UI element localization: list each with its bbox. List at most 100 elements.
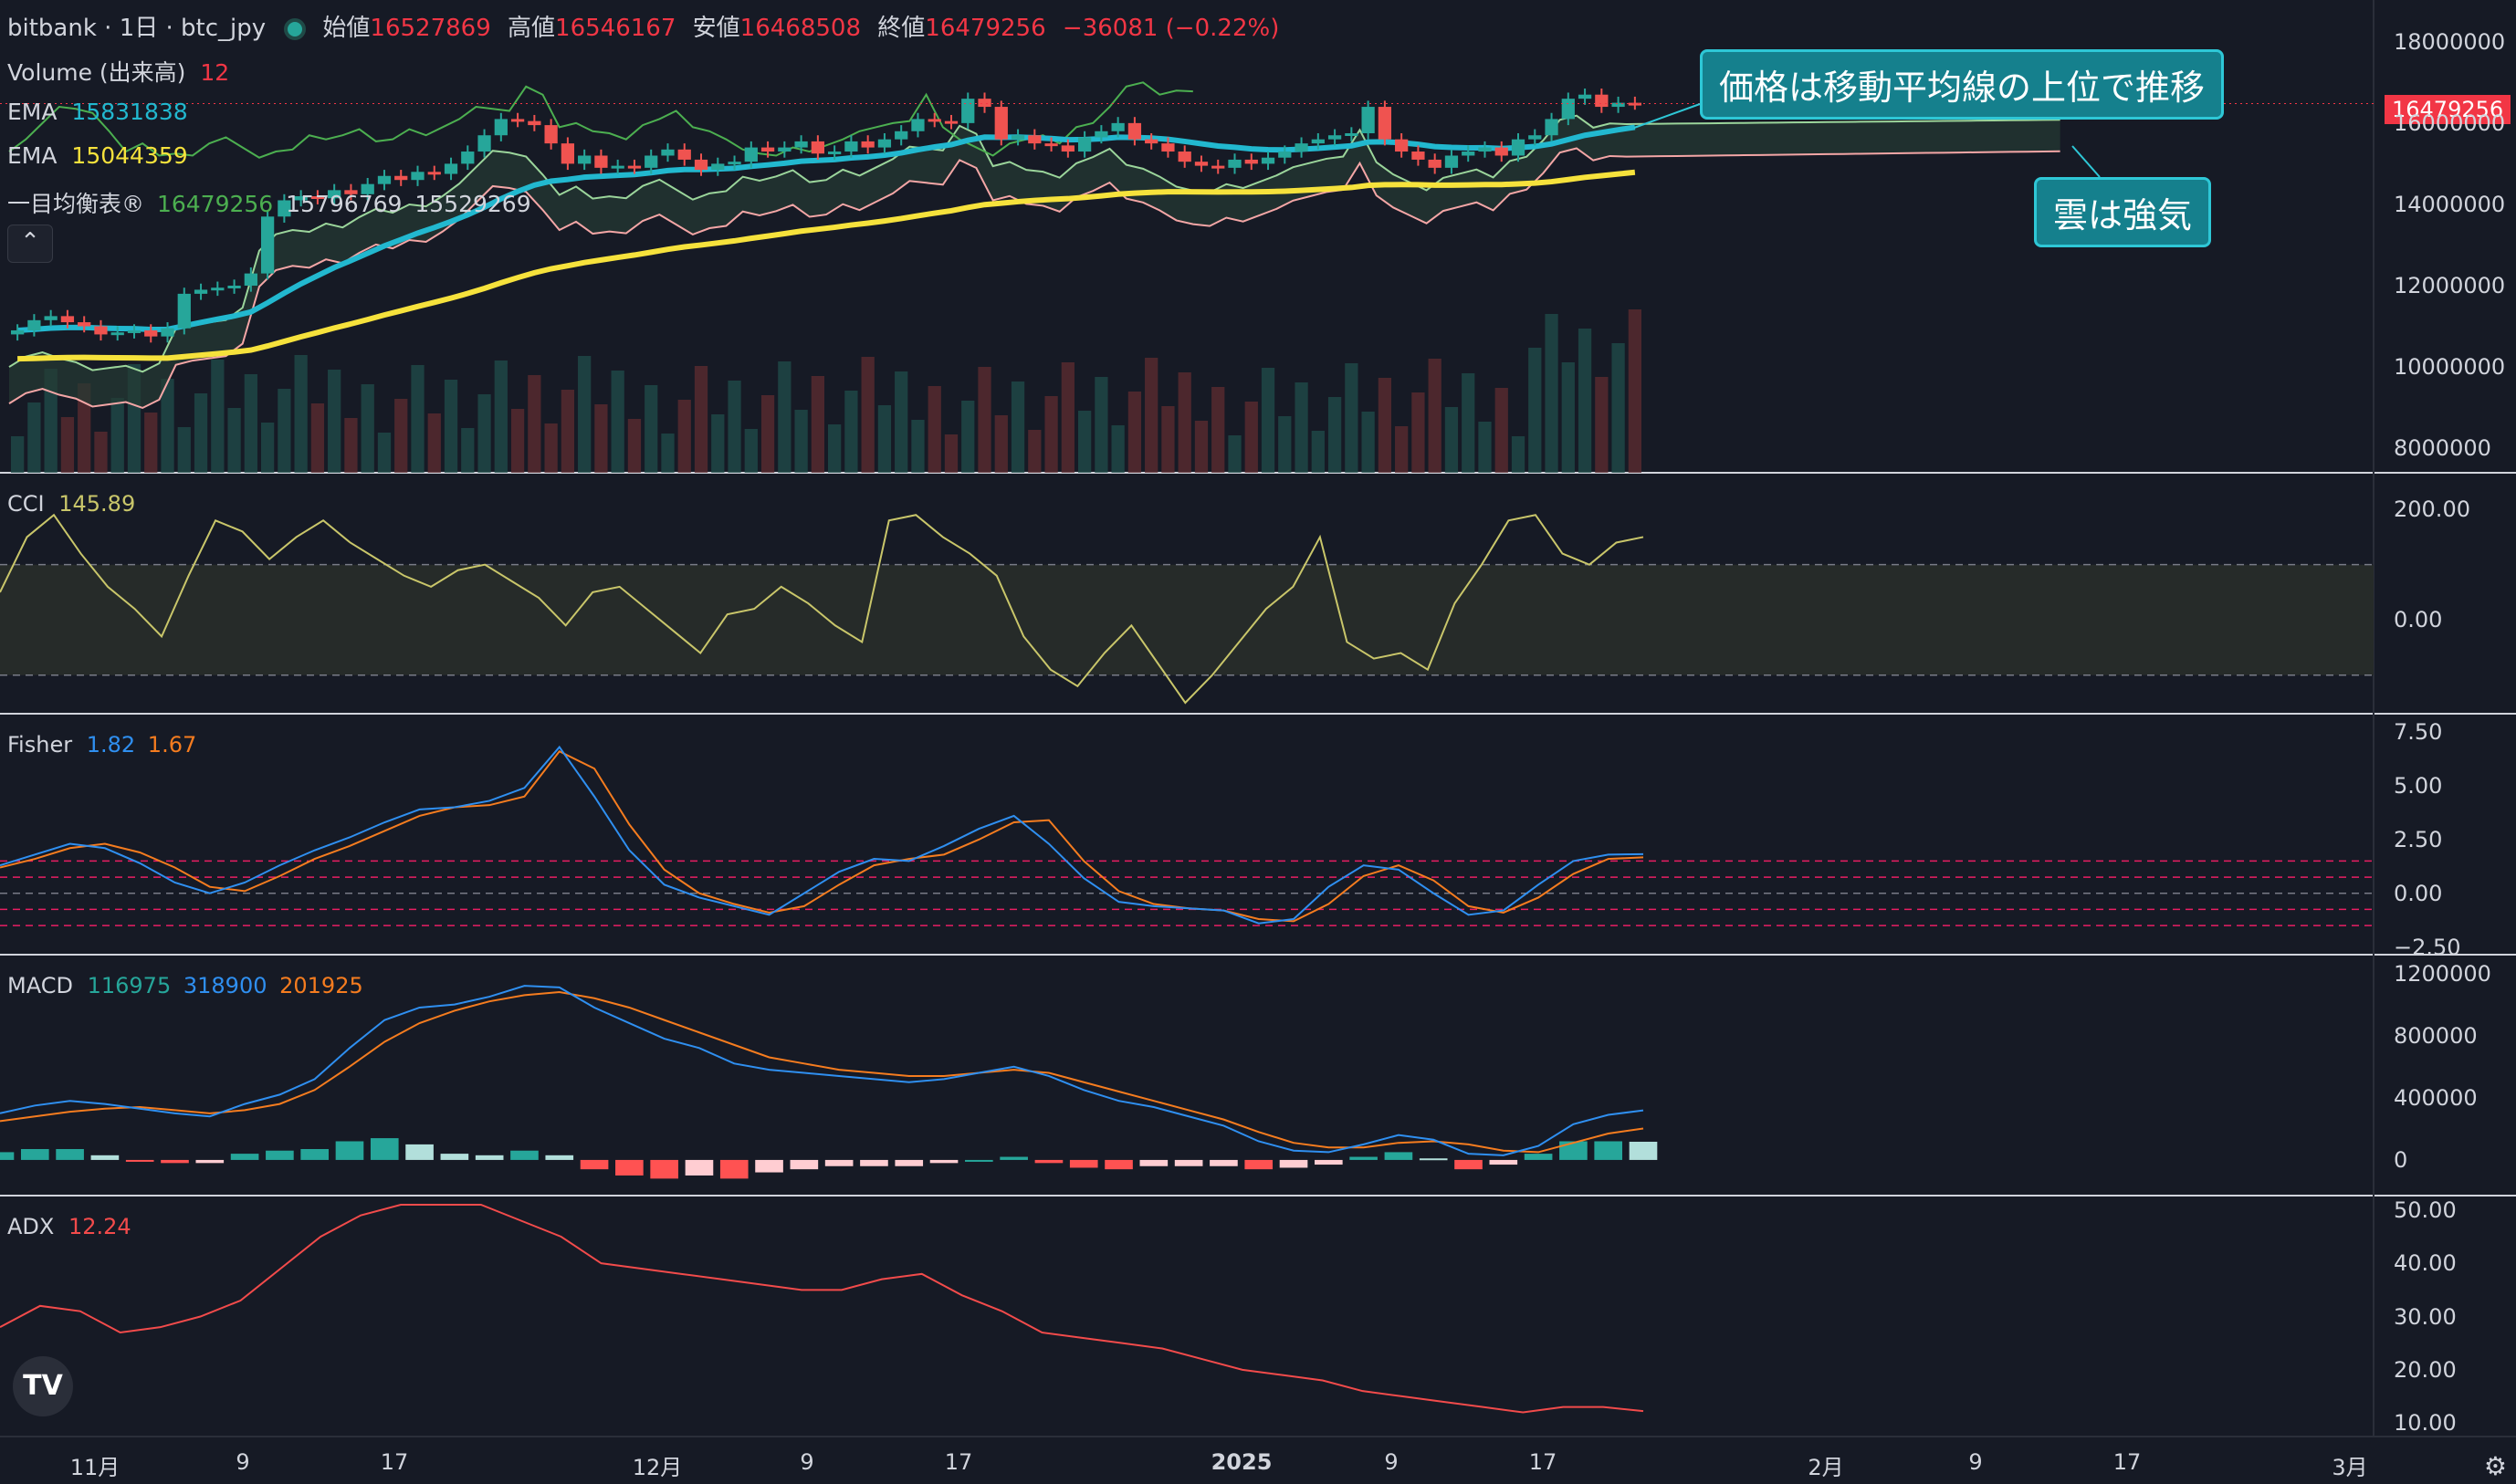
cci-value: 145.89 [58, 491, 136, 517]
candle-body [544, 125, 558, 144]
macd-histogram-bar [335, 1141, 364, 1160]
fisher-trigger-line [0, 750, 1644, 923]
volume-bar [1077, 411, 1092, 473]
macd-histogram-bar [405, 1144, 434, 1160]
legend-ema-fast[interactable]: EMA 15831838 [7, 99, 188, 125]
legend-ichimoku[interactable]: 一目均衡表® 16479256 15796769 15529269 [7, 186, 531, 219]
macd-histogram-bar [929, 1159, 959, 1164]
macd-histogram-bar [650, 1159, 678, 1179]
volume-bar [844, 391, 858, 473]
candle-body [811, 141, 824, 154]
fisher-label: Fisher [7, 732, 73, 758]
volume-bar [944, 434, 959, 473]
time-tick-label: 17 [1528, 1449, 1557, 1475]
collapse-legend-button[interactable]: ⌃ [7, 225, 53, 263]
candle-body [627, 165, 642, 169]
callout-pointer [1633, 103, 1701, 129]
candle-body [877, 139, 892, 148]
volume-bar [1261, 368, 1275, 473]
macd-histogram-bar [1559, 1141, 1588, 1160]
candle-body [1511, 139, 1525, 156]
adx-tick-label: 40.00 [2394, 1250, 2457, 1277]
volume-bar [911, 420, 925, 473]
ema2-value: 15044359 [71, 142, 188, 169]
candle-body [1628, 102, 1641, 106]
volume-bar [427, 413, 441, 473]
volume-bar [611, 371, 624, 473]
volume-bar [928, 386, 941, 473]
candle-body [427, 172, 441, 175]
fisher-v1: 1.82 [86, 732, 136, 758]
macd-v1: 116975 [87, 973, 172, 998]
adx-tick-label: 30.00 [2394, 1303, 2457, 1330]
candle-body [1428, 159, 1441, 168]
time-tick-label: 9 [236, 1449, 250, 1475]
volume-bar [645, 385, 658, 473]
high-value: 16546167 [555, 15, 676, 42]
candle-body [978, 99, 991, 108]
ema-fast-line [16, 124, 1636, 333]
volume-bar [828, 424, 842, 473]
macd-histogram-bar [475, 1155, 504, 1160]
tradingview-logo-icon[interactable]: TV [13, 1356, 73, 1416]
macd-histogram-bar [510, 1150, 539, 1160]
low-value: 16468508 [739, 15, 862, 42]
volume-bar [861, 357, 875, 473]
ema-slow-line [17, 169, 1636, 362]
volume-bar [1578, 329, 1592, 473]
volume-bar [110, 398, 124, 473]
candle-body [728, 162, 741, 165]
cci-legend[interactable]: CCI 145.89 [7, 491, 135, 517]
candle-body [60, 316, 75, 323]
callout-pointer [2071, 145, 2101, 178]
legend-ema-slow[interactable]: EMA 15044359 [7, 142, 188, 169]
volume-bar [194, 393, 208, 473]
volume-bar [294, 355, 308, 473]
candle-body [1345, 133, 1358, 136]
fisher-tick-label: 7.50 [2394, 719, 2443, 746]
candle-body [994, 107, 1008, 140]
time-tick-label: 17 [380, 1449, 409, 1475]
macd-histogram-bar [300, 1149, 329, 1160]
adx-legend[interactable]: ADX 12.24 [7, 1214, 131, 1239]
macd-histogram-bar [1524, 1154, 1553, 1160]
symbol-title[interactable]: bitbank · 1日 · btc_jpy [7, 15, 267, 42]
ichimoku-v3: 15529269 [414, 191, 531, 217]
macd-histogram-bar [755, 1159, 783, 1173]
volume-bar [1111, 425, 1125, 473]
macd-legend[interactable]: MACD 116975 318900 201925 [7, 973, 363, 998]
candle-body [377, 175, 392, 184]
volume-bar [528, 375, 541, 473]
macd-histogram-bar [1349, 1156, 1378, 1160]
candle-body [760, 147, 775, 152]
macd-histogram-bar [161, 1159, 189, 1164]
candle-body [911, 119, 925, 131]
candle-body [645, 155, 658, 168]
price-tick-label: 18000000 [2394, 28, 2506, 55]
candle-body [227, 285, 241, 288]
volume-bar [1478, 422, 1492, 473]
price-tick-label: 8000000 [2394, 435, 2491, 462]
fisher-tick-label: 5.00 [2394, 772, 2443, 799]
candle-body [1228, 159, 1242, 168]
candle-body [294, 196, 308, 201]
volume-bar [394, 399, 408, 473]
legend-volume[interactable]: Volume (出来高) 12 [7, 55, 229, 88]
fisher-legend[interactable]: Fisher 1.82 1.67 [7, 732, 196, 758]
volume-bar [1345, 363, 1358, 473]
candle-body [1095, 131, 1108, 138]
candle-body [328, 190, 341, 199]
volume-bar [161, 379, 174, 473]
volume-bar [1178, 372, 1191, 473]
candle-body [594, 155, 608, 168]
candle-body [1011, 135, 1025, 140]
macd-v2: 318900 [183, 973, 267, 998]
volume-bar [1395, 426, 1409, 473]
volume-bar [961, 401, 975, 473]
candle-body [1061, 145, 1075, 152]
candle-body [477, 135, 491, 152]
macd-tick-label: 1200000 [2394, 960, 2491, 987]
volume-bar [1327, 397, 1342, 473]
gear-icon[interactable]: ⚙ [2483, 1451, 2507, 1481]
